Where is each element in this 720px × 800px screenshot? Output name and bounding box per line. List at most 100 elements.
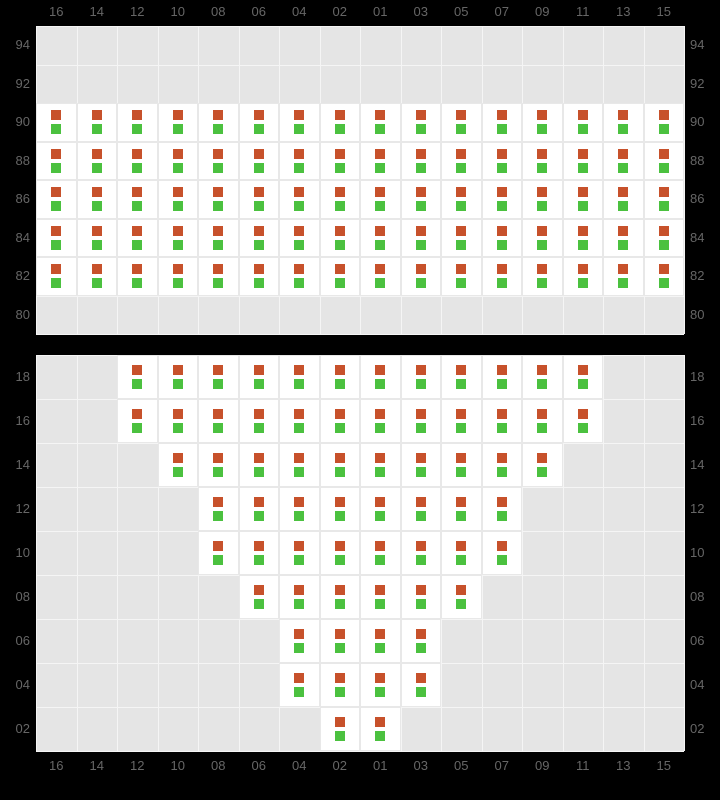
seat-cell[interactable]: [320, 219, 361, 258]
seat-cell[interactable]: [77, 103, 118, 142]
seat-cell[interactable]: [198, 219, 239, 258]
seat-cell[interactable]: [360, 575, 401, 619]
seat-cell[interactable]: [158, 399, 199, 443]
seat-cell[interactable]: [360, 487, 401, 531]
seat-cell[interactable]: [36, 142, 77, 181]
seat-cell[interactable]: [320, 443, 361, 487]
seat-cell[interactable]: [360, 707, 401, 751]
seat-cell[interactable]: [158, 103, 199, 142]
seat-cell[interactable]: [239, 180, 280, 219]
seat-cell[interactable]: [279, 575, 320, 619]
seat-cell[interactable]: [360, 443, 401, 487]
seat-cell[interactable]: [360, 219, 401, 258]
seat-cell[interactable]: [441, 257, 482, 296]
seat-cell[interactable]: [522, 219, 563, 258]
seat-cell[interactable]: [603, 257, 644, 296]
seat-cell[interactable]: [644, 103, 685, 142]
seat-cell[interactable]: [441, 531, 482, 575]
seat-cell[interactable]: [522, 103, 563, 142]
seat-cell[interactable]: [279, 399, 320, 443]
seat-cell[interactable]: [320, 707, 361, 751]
seat-cell[interactable]: [401, 663, 442, 707]
seat-cell[interactable]: [279, 443, 320, 487]
seat-cell[interactable]: [563, 180, 604, 219]
seat-cell[interactable]: [320, 575, 361, 619]
seat-cell[interactable]: [117, 219, 158, 258]
seat-cell[interactable]: [36, 257, 77, 296]
seat-cell[interactable]: [77, 180, 118, 219]
seat-cell[interactable]: [360, 180, 401, 219]
seat-cell[interactable]: [320, 531, 361, 575]
seat-cell[interactable]: [563, 399, 604, 443]
seat-cell[interactable]: [36, 219, 77, 258]
seat-cell[interactable]: [482, 257, 523, 296]
seat-cell[interactable]: [360, 531, 401, 575]
seat-cell[interactable]: [360, 103, 401, 142]
seat-cell[interactable]: [482, 355, 523, 399]
seat-cell[interactable]: [158, 257, 199, 296]
seat-cell[interactable]: [603, 219, 644, 258]
seat-cell[interactable]: [279, 257, 320, 296]
seat-cell[interactable]: [320, 180, 361, 219]
seat-cell[interactable]: [482, 219, 523, 258]
seat-cell[interactable]: [603, 180, 644, 219]
seat-cell[interactable]: [360, 619, 401, 663]
seat-cell[interactable]: [117, 355, 158, 399]
seat-cell[interactable]: [279, 355, 320, 399]
seat-cell[interactable]: [279, 103, 320, 142]
seat-cell[interactable]: [522, 399, 563, 443]
seat-cell[interactable]: [401, 531, 442, 575]
seat-cell[interactable]: [198, 487, 239, 531]
seat-cell[interactable]: [198, 103, 239, 142]
seat-cell[interactable]: [441, 399, 482, 443]
seat-cell[interactable]: [360, 257, 401, 296]
seat-cell[interactable]: [482, 142, 523, 181]
seat-cell[interactable]: [198, 531, 239, 575]
seat-cell[interactable]: [360, 663, 401, 707]
seat-cell[interactable]: [279, 619, 320, 663]
seat-cell[interactable]: [77, 142, 118, 181]
seat-cell[interactable]: [482, 180, 523, 219]
seat-cell[interactable]: [239, 142, 280, 181]
seat-cell[interactable]: [198, 355, 239, 399]
seat-cell[interactable]: [603, 103, 644, 142]
seat-cell[interactable]: [239, 103, 280, 142]
seat-cell[interactable]: [441, 443, 482, 487]
seat-cell[interactable]: [441, 575, 482, 619]
seat-cell[interactable]: [522, 180, 563, 219]
seat-cell[interactable]: [239, 355, 280, 399]
seat-cell[interactable]: [320, 355, 361, 399]
seat-cell[interactable]: [36, 180, 77, 219]
seat-cell[interactable]: [320, 142, 361, 181]
seat-cell[interactable]: [158, 355, 199, 399]
seat-cell[interactable]: [198, 180, 239, 219]
seat-cell[interactable]: [279, 487, 320, 531]
seat-cell[interactable]: [158, 219, 199, 258]
seat-cell[interactable]: [239, 531, 280, 575]
seat-cell[interactable]: [320, 103, 361, 142]
seat-cell[interactable]: [441, 355, 482, 399]
seat-cell[interactable]: [198, 443, 239, 487]
seat-cell[interactable]: [279, 180, 320, 219]
seat-cell[interactable]: [401, 257, 442, 296]
seat-cell[interactable]: [77, 257, 118, 296]
seat-cell[interactable]: [441, 142, 482, 181]
seat-cell[interactable]: [482, 531, 523, 575]
seat-cell[interactable]: [239, 399, 280, 443]
seat-cell[interactable]: [239, 443, 280, 487]
seat-cell[interactable]: [482, 399, 523, 443]
seat-cell[interactable]: [644, 257, 685, 296]
seat-cell[interactable]: [320, 619, 361, 663]
seat-cell[interactable]: [320, 257, 361, 296]
seat-cell[interactable]: [239, 575, 280, 619]
seat-cell[interactable]: [198, 257, 239, 296]
seat-cell[interactable]: [522, 443, 563, 487]
seat-cell[interactable]: [320, 663, 361, 707]
seat-cell[interactable]: [360, 142, 401, 181]
seat-cell[interactable]: [117, 399, 158, 443]
seat-cell[interactable]: [158, 142, 199, 181]
seat-cell[interactable]: [158, 443, 199, 487]
seat-cell[interactable]: [401, 142, 442, 181]
seat-cell[interactable]: [522, 142, 563, 181]
seat-cell[interactable]: [36, 103, 77, 142]
